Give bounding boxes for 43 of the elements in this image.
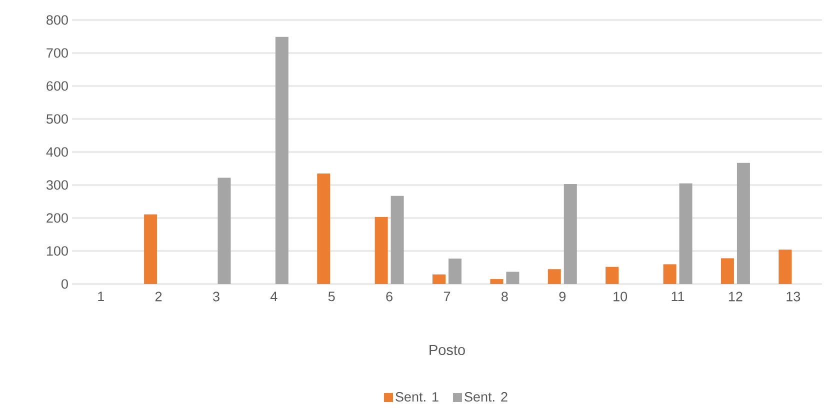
bar	[548, 269, 561, 284]
bar	[506, 272, 520, 284]
x-tick-label: 4	[270, 292, 278, 302]
y-tick-label: 500	[46, 114, 68, 124]
x-tick-label: 9	[559, 292, 566, 302]
bar	[736, 162, 750, 284]
y-tick-label: 100	[46, 246, 68, 256]
bar	[490, 279, 504, 284]
x-tick-label: 11	[672, 292, 684, 302]
bar	[390, 196, 404, 284]
x-tick-label: 5	[328, 292, 335, 302]
bar	[432, 274, 446, 284]
y-tick-label: 700	[46, 48, 68, 58]
bar	[606, 266, 619, 284]
bar	[663, 264, 676, 284]
legend-label: Sent. 2	[464, 392, 508, 402]
y-tick-label: 300	[46, 180, 68, 190]
bar	[778, 250, 792, 284]
bar	[374, 217, 388, 284]
bar	[564, 184, 577, 284]
y-tick-label: 800	[46, 15, 68, 25]
y-tick-label: 600	[46, 81, 68, 91]
x-tick-label: 10	[614, 292, 628, 302]
bar	[275, 36, 288, 284]
x-tick-label: 13	[786, 292, 800, 302]
x-tick-label: 1	[98, 292, 104, 302]
bar	[720, 258, 734, 284]
y-tick-label: 400	[46, 147, 68, 157]
y-tick-label: 200	[46, 213, 68, 223]
legend-label: Sent. 1	[396, 392, 438, 402]
x-tick-label: 8	[502, 292, 508, 302]
bar	[144, 214, 158, 284]
x-tick-label: 12	[728, 292, 742, 302]
x-tick-label: 2	[155, 292, 162, 302]
bar	[317, 173, 330, 284]
x-tick-label: 6	[386, 292, 392, 302]
x-tick-label: 3	[212, 292, 220, 302]
bar	[448, 258, 462, 284]
x-axis-title: Posto	[430, 344, 465, 356]
bar	[679, 183, 692, 284]
bar	[218, 178, 231, 284]
y-tick-label: 0	[62, 279, 68, 289]
x-tick-label: 7	[444, 292, 450, 302]
